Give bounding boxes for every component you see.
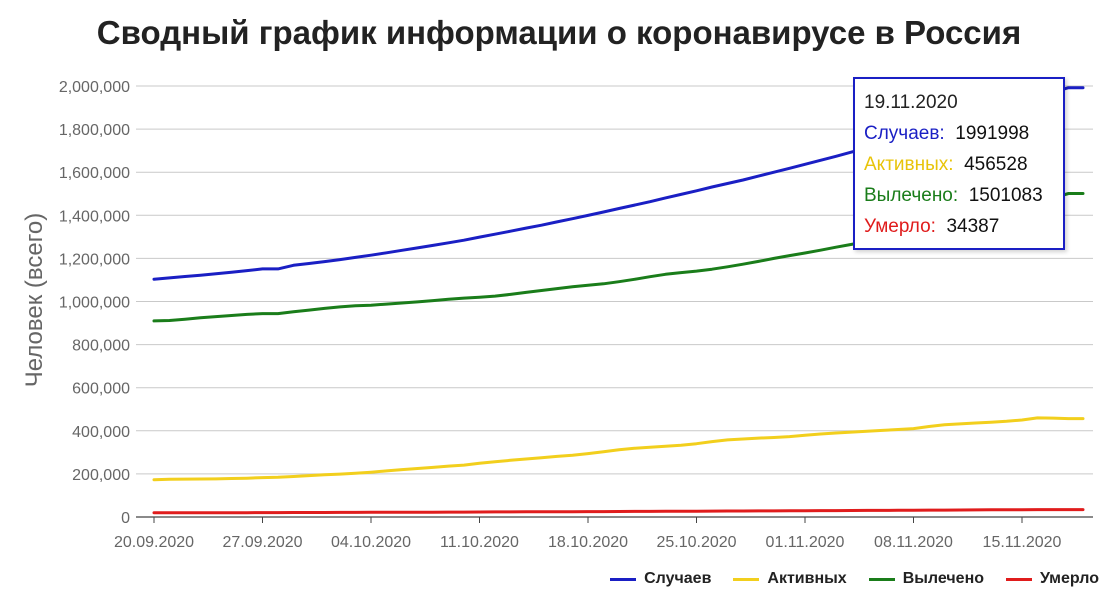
y-tick-label: 1,400,000 xyxy=(59,208,130,225)
y-tick-label: 2,000,000 xyxy=(59,79,130,96)
x-tick-label: 27.09.2020 xyxy=(222,534,302,551)
tooltip-row-cases: Случаев: 1991998 xyxy=(864,123,1029,145)
chart-title: Сводный график информации о коронавирусе… xyxy=(96,14,1022,51)
x-tick-label: 25.10.2020 xyxy=(656,534,736,551)
series-line-deaths[interactable] xyxy=(152,508,1085,515)
tooltip-row-deaths: Умерло: 34387 xyxy=(864,216,999,238)
y-tick-label: 800,000 xyxy=(72,338,130,355)
series-line-active[interactable] xyxy=(152,416,1085,482)
legend-item-cases[interactable]: Случаев xyxy=(610,570,711,588)
legend-swatch xyxy=(610,577,637,581)
legend-label: Вылечено xyxy=(902,570,984,587)
tooltip-value: 1501083 xyxy=(968,185,1043,206)
tooltip-value: 1991998 xyxy=(955,123,1030,144)
legend-item-deaths[interactable]: Умерло xyxy=(1006,570,1099,588)
legend-swatch xyxy=(733,577,760,581)
x-tick-label: 11.10.2020 xyxy=(440,534,519,551)
x-tick-label: 15.11.2020 xyxy=(983,534,1062,551)
legend-item-active[interactable]: Активных xyxy=(733,570,847,588)
tooltip-label: Умерло: xyxy=(864,216,936,237)
y-axis-label: Человек (всего) xyxy=(21,213,48,388)
legend-label: Умерло xyxy=(1040,570,1099,587)
y-tick-label: 1,200,000 xyxy=(59,251,130,268)
legend-item-recovered[interactable]: Вылечено xyxy=(868,570,984,588)
x-tick-label: 01.11.2020 xyxy=(766,534,845,551)
y-tick-label: 1,800,000 xyxy=(59,122,130,139)
y-tick-label: 400,000 xyxy=(72,424,130,441)
y-tick-label: 200,000 xyxy=(72,467,130,484)
x-tick-label: 20.09.2020 xyxy=(114,534,194,551)
tooltip-row-active: Активных: 456528 xyxy=(864,154,1028,176)
y-tick-label: 600,000 xyxy=(72,381,130,398)
tooltip-value: 34387 xyxy=(946,216,1000,237)
x-tick-label: 18.10.2020 xyxy=(548,534,628,551)
legend-label: Случаев xyxy=(644,570,712,587)
tooltip-label: Вылечено: xyxy=(864,185,959,206)
legend-label: Активных xyxy=(767,570,847,587)
tooltip-value: 456528 xyxy=(964,154,1028,175)
y-tick-label: 0 xyxy=(121,510,130,527)
y-tick-label: 1,600,000 xyxy=(59,165,130,182)
chart-legend: Случаев Активных Вылечено Умерло xyxy=(610,570,1099,588)
tooltip-label: Случаев: xyxy=(864,123,945,144)
legend-swatch xyxy=(868,577,895,581)
x-tick-label: 04.10.2020 xyxy=(331,534,411,551)
data-tooltip: 19.11.2020 Случаев: 1991998 Активных: 45… xyxy=(853,77,1065,250)
tooltip-row-recovered: Вылечено: 1501083 xyxy=(864,185,1043,207)
legend-swatch xyxy=(1006,577,1032,581)
x-tick-label: 08.11.2020 xyxy=(874,534,953,551)
y-tick-label: 1,000,000 xyxy=(59,295,130,312)
tooltip-date: 19.11.2020 xyxy=(864,92,958,113)
tooltip-label: Активных: xyxy=(864,154,954,175)
